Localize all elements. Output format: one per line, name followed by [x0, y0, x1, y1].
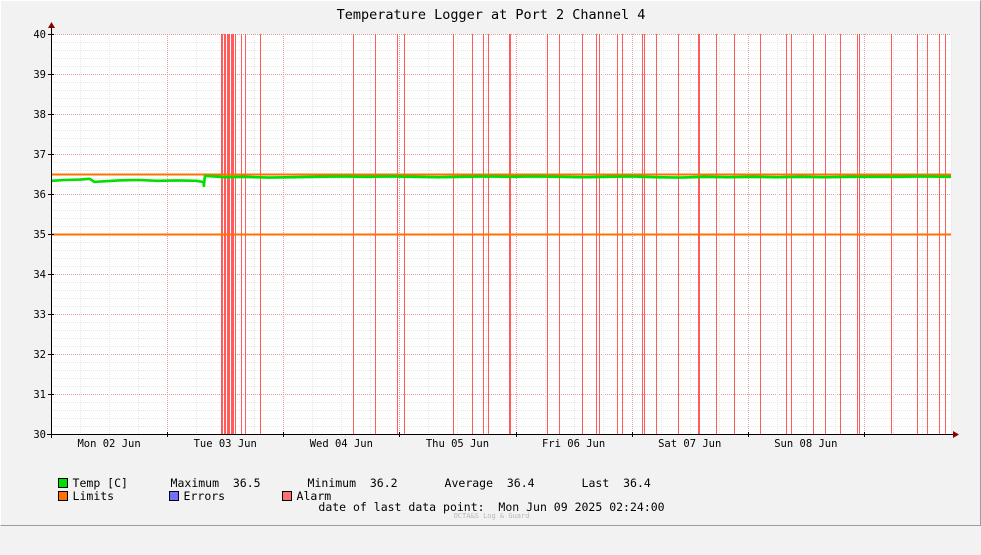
legend-row-1: Temp [C] Maximum 36.5 Minimum 36.2 Avera… — [16, 464, 716, 490]
legend-row-2: Limits Errors Alarm — [16, 477, 716, 503]
y-tick-label: 31 — [33, 389, 46, 401]
legend-errors-label: Errors — [183, 489, 226, 503]
last-point-label: date of last data point: — [318, 500, 485, 514]
last-label: Last — [581, 476, 610, 490]
last-value: 36.4 — [623, 476, 651, 490]
y-tick-label: 37 — [33, 149, 46, 161]
y-tick-label: 33 — [33, 309, 46, 321]
axes: 30 31 32 33 34 35 36 37 38 39 40 Mon 02 Jun Tue 03 J… — [33, 22, 959, 450]
y-tick-label: 38 — [33, 109, 46, 121]
legend-last: Last 36.4 — [540, 464, 651, 503]
legend-maximum: Maximum 36.5 — [129, 464, 261, 503]
y-tick-label: 30 — [33, 429, 46, 441]
series-lines — [50, 174, 952, 188]
legend-average: Average 36.4 — [403, 464, 535, 503]
x-tick-label: Tue 03 Jun — [194, 438, 257, 450]
x-tick-label: Fri 06 Jun — [542, 438, 605, 450]
y-tick-label: 36 — [33, 189, 46, 201]
legend-temp-label: Temp [C] — [72, 476, 128, 490]
y-tick-label: 35 — [33, 229, 46, 241]
y-tick-label: 34 — [33, 269, 46, 281]
x-axis-arrow — [953, 431, 959, 438]
chart-title: Temperature Logger at Port 2 Channel 4 — [337, 7, 646, 23]
minimum-label: Minimum — [307, 476, 357, 490]
temp-swatch — [57, 478, 68, 488]
legend-minimum: Minimum 36.2 — [266, 464, 398, 503]
x-tick-label: Wed 04 Jun — [310, 438, 373, 450]
average-value: 36.4 — [506, 476, 535, 490]
watermark: OCTA&S Log & Guard — [453, 512, 530, 520]
chart-canvas: 30 31 32 33 34 35 36 37 38 39 40 Mon 02 Jun Tue 03 J… — [33, 7, 959, 450]
maximum-label: Maximum — [170, 476, 220, 490]
minimum-value: 36.2 — [369, 476, 398, 490]
x-tick-label: Mon 02 Jun — [77, 438, 140, 450]
maximum-value: 36.5 — [232, 476, 261, 490]
last-point-value: Mon Jun 09 2025 02:24:00 — [498, 500, 665, 514]
y-tick-label: 40 — [33, 29, 46, 41]
legend-limits-label: Limits — [72, 489, 115, 503]
errors-swatch — [168, 491, 179, 501]
y-tick-label: 32 — [33, 349, 46, 361]
y-tick-label: 39 — [33, 69, 46, 81]
temp-series-line — [50, 174, 952, 188]
legend-alarm-label: Alarm — [296, 489, 332, 503]
y-axis-arrow — [48, 22, 55, 28]
legend-alarm: Alarm — [240, 477, 331, 516]
x-tick-label: Sun 08 Jun — [774, 438, 837, 450]
legend-errors: Errors — [127, 477, 225, 516]
limits-swatch — [57, 491, 68, 501]
legend-temp: Temp [C] — [16, 464, 128, 503]
alarm-swatch — [281, 491, 292, 501]
chart-window: 30 31 32 33 34 35 36 37 38 39 40 Mon 02 Jun Tue 03 J… — [0, 0, 981, 526]
last-data-point: date of last data point: Mon Jun 09 2025… — [1, 500, 981, 514]
x-tick-label: Sat 07 Jun — [658, 438, 721, 450]
x-tick-label: Thu 05 Jun — [426, 438, 489, 450]
average-label: Average — [444, 476, 494, 490]
legend-limits: Limits — [16, 477, 114, 516]
limit-lines — [51, 173, 951, 236]
